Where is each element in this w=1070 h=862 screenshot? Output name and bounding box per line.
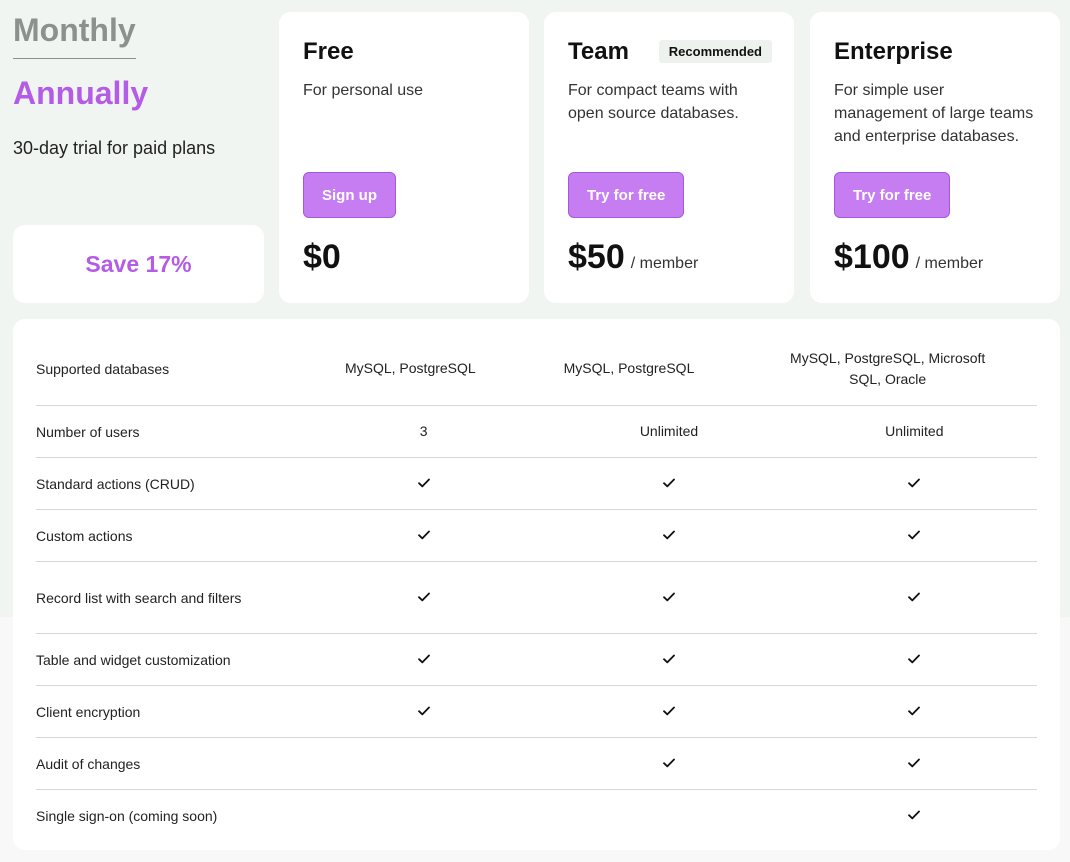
plan-name: Free (303, 38, 354, 65)
plan-price: $0 (303, 238, 341, 277)
feature-value: Unlimited (885, 423, 944, 439)
check-icon (663, 706, 675, 716)
plan-price: $50 / member (568, 238, 698, 277)
check-icon (908, 478, 921, 488)
table-row: Single sign-on (coming soon) (36, 790, 1037, 841)
price-unit: / member (630, 255, 699, 272)
feature-label: Supported databases (36, 360, 170, 377)
plan-name: Team (568, 38, 629, 65)
table-row: Supported databases MySQL, PostgreSQL MySQ… (36, 332, 1037, 406)
price-unit: / member (915, 255, 984, 272)
feature-comparison-table: Supported databases MySQL, PostgreSQL MySQ… (13, 319, 1060, 850)
plan-description: For compact teams with open source datab… (568, 82, 739, 122)
feature-check-cell (792, 753, 1037, 774)
feature-check-cell (546, 701, 791, 722)
feature-value: MySQL, PostgreSQL (344, 360, 476, 376)
billing-period-panel: Monthly Annually 30-day trial for paid p… (13, 10, 264, 159)
check-icon (663, 654, 675, 664)
feature-value: MySQL, PostgreSQL, Microsoft SQL, Oracle (790, 349, 986, 387)
check-icon (908, 530, 921, 540)
check-icon (417, 592, 430, 602)
table-row: Record list with search and filters (36, 562, 1037, 634)
feature-label: Custom actions (36, 527, 133, 544)
feature-label: Record list with search and filters (36, 589, 242, 606)
save-text: Save 17% (85, 250, 192, 277)
table-row: Number of users 3 Unlimited Unlimited (36, 406, 1037, 458)
feature-check-cell (792, 587, 1037, 608)
try-for-free-button-team[interactable]: Try for free (568, 172, 685, 218)
check-icon (663, 592, 675, 602)
feature-check-cell (546, 753, 791, 774)
feature-value: Unlimited (639, 423, 699, 439)
feature-value: 3 (419, 423, 428, 439)
feature-label: Standard actions (CRUD) (36, 475, 195, 492)
feature-check-cell (546, 649, 791, 670)
feature-check-cell (546, 473, 791, 494)
check-icon (908, 654, 921, 664)
plan-price: $100 / member (834, 238, 983, 277)
recommended-badge: Recommended (658, 40, 772, 63)
feature-check-cell (546, 525, 791, 546)
price-amount: $0 (303, 238, 341, 276)
check-icon (417, 654, 430, 664)
trial-note: 30-day trial for paid plans (13, 138, 216, 158)
sign-up-button[interactable]: Sign up (303, 172, 396, 218)
billing-annually-toggle[interactable]: Annually (13, 75, 149, 111)
plan-card-enterprise: Enterprise For simple user management of… (810, 12, 1060, 303)
save-badge: Save 17% (13, 225, 264, 303)
feature-label: Single sign-on (coming soon) (36, 807, 218, 824)
feature-check-cell (301, 473, 546, 494)
price-amount: $100 (834, 238, 910, 276)
table-row: Custom actions (36, 510, 1037, 562)
check-icon (908, 758, 921, 768)
check-icon (663, 758, 675, 768)
feature-check-cell (301, 587, 546, 608)
check-icon (417, 706, 430, 716)
check-icon (663, 530, 675, 540)
feature-label: Audit of changes (36, 755, 141, 772)
plan-description: For simple user management of large team… (834, 82, 1034, 145)
feature-check-cell (792, 701, 1037, 722)
table-row: Client encryption (36, 686, 1037, 738)
check-icon (417, 478, 430, 488)
plan-description: For personal use (303, 82, 424, 99)
try-for-free-button-enterprise[interactable]: Try for free (834, 172, 951, 218)
table-row: Standard actions (CRUD) (36, 458, 1037, 510)
check-icon (908, 810, 921, 820)
feature-check-cell (301, 649, 546, 670)
feature-check-cell (792, 525, 1037, 546)
plan-card-team: Team Recommended For compact teams with … (544, 12, 794, 303)
feature-check-cell (546, 587, 791, 608)
feature-label: Number of users (36, 423, 140, 440)
price-amount: $50 (568, 238, 625, 276)
feature-value: MySQL, PostgreSQL (563, 360, 695, 376)
plan-name: Enterprise (834, 38, 953, 65)
feature-check-cell (301, 525, 546, 546)
plan-card-free: Free For personal use Sign up $0 (279, 12, 529, 303)
feature-label: Client encryption (36, 703, 141, 720)
check-icon (417, 530, 430, 540)
check-icon (908, 706, 921, 716)
feature-label: Table and widget customization (36, 651, 231, 668)
feature-check-cell (792, 805, 1037, 826)
feature-check-cell (301, 701, 546, 722)
feature-check-cell (792, 649, 1037, 670)
check-icon (908, 592, 921, 602)
table-row: Table and widget customization (36, 634, 1037, 686)
check-icon (663, 478, 675, 488)
feature-check-cell (792, 473, 1037, 494)
billing-monthly-toggle[interactable]: Monthly (13, 10, 136, 59)
table-row: Audit of changes (36, 738, 1037, 790)
